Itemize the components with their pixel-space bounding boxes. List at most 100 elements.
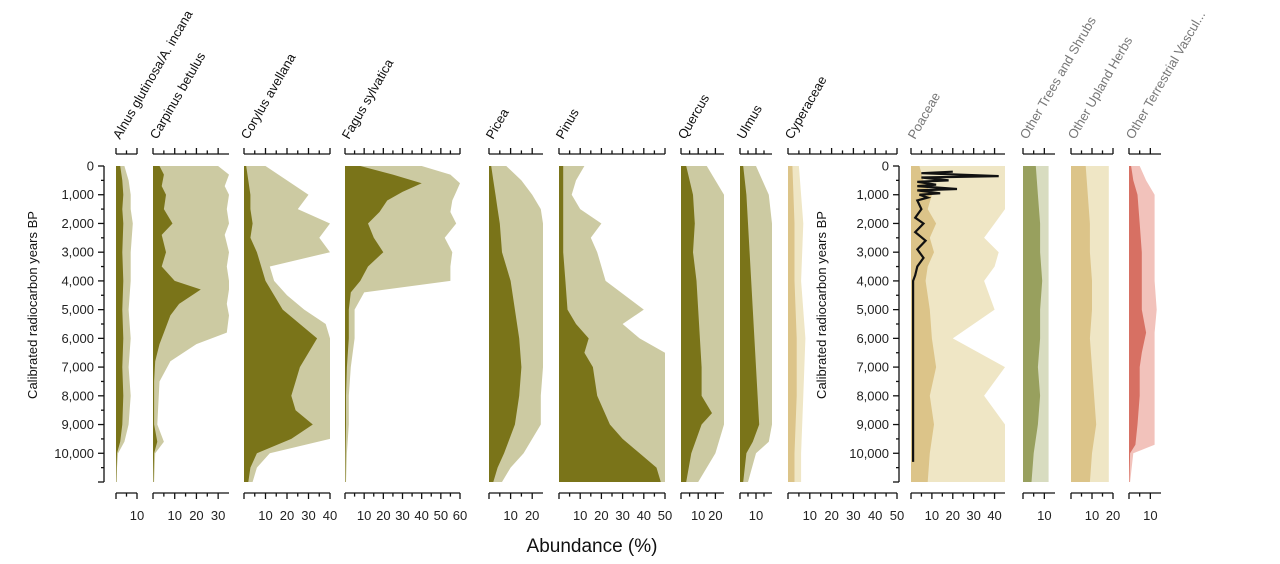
panel-3: 10 20 30 40 Corylus avellana <box>238 50 338 523</box>
y-tick-label: 10,000 <box>54 446 94 461</box>
taxon-label: Cyperaceae <box>782 73 830 141</box>
x-tick-label: 10 <box>691 508 705 523</box>
panel-8: 10 Ulmus <box>734 102 772 523</box>
y-tick-label: 0 <box>882 159 889 174</box>
panel-10: 10 20 30 40 Poaceae <box>905 90 1005 523</box>
x-tick-label: 60 <box>453 508 467 523</box>
y-tick-label: 2,000 <box>856 216 889 231</box>
x-tick-label: 20 <box>708 508 722 523</box>
panel-4: 10 20 30 40 50 60 Fagus sylvatica <box>339 56 468 523</box>
y-tick-label: 5,000 <box>61 302 94 317</box>
abundance-area <box>345 166 422 482</box>
x-tick-label: 20 <box>1106 508 1120 523</box>
exaggeration-area <box>911 166 1005 482</box>
abundance-area <box>1129 166 1147 482</box>
y-tick-label: 9,000 <box>856 417 889 432</box>
x-tick-label: 10 <box>167 508 181 523</box>
abundance-area <box>559 166 661 482</box>
exaggeration-area <box>153 166 229 482</box>
x-tick-label: 10 <box>803 508 817 523</box>
taxon-label: Fagus sylvatica <box>339 56 397 142</box>
y-tick-label: 10,000 <box>849 446 889 461</box>
abundance-area <box>911 166 937 482</box>
y-axis-title-right: Calibrated radiocarbon years BP <box>814 211 829 399</box>
abundance-area <box>740 166 760 482</box>
y-tick-label: 7,000 <box>61 360 94 375</box>
y-tick-label: 1,000 <box>61 187 94 202</box>
x-tick-label: 10 <box>1037 508 1051 523</box>
abundance-area <box>1071 166 1097 482</box>
y-tick-label: 8,000 <box>61 388 94 403</box>
abundance-area <box>489 166 522 482</box>
x-tick-label: 40 <box>323 508 337 523</box>
y-tick-label: 2,000 <box>61 216 94 231</box>
y-tick-label: 0 <box>87 159 94 174</box>
x-tick-label: 10 <box>925 508 939 523</box>
y-tick-label: 4,000 <box>61 273 94 288</box>
y-tick-label: 3,000 <box>61 245 94 260</box>
x-tick-label: 20 <box>824 508 838 523</box>
x-tick-label: 40 <box>414 508 428 523</box>
taxon-label: Pinus <box>553 105 582 141</box>
x-tick-label: 10 <box>503 508 517 523</box>
x-tick-label: 20 <box>594 508 608 523</box>
x-tick-label: 10 <box>357 508 371 523</box>
x-tick-label: 30 <box>395 508 409 523</box>
y-axis-title-left: Calibrated radiocarbon years BP <box>25 211 40 399</box>
abundance-area <box>116 166 124 482</box>
y-tick-label: 6,000 <box>856 331 889 346</box>
taxon-label: Ulmus <box>734 102 766 142</box>
y-tick-label: 6,000 <box>61 331 94 346</box>
x-tick-label: 30 <box>211 508 225 523</box>
x-tick-label: 10 <box>573 508 587 523</box>
abundance-area <box>1023 166 1043 482</box>
x-tick-label: 10 <box>749 508 763 523</box>
taxon-label: Quercus <box>675 91 713 141</box>
x-tick-label: 40 <box>637 508 651 523</box>
panel-5: 10 20 Picea <box>483 105 543 523</box>
taxon-label: Other Terrestrial Vascul... <box>1123 8 1209 141</box>
y-axis-left: 0 1,000 2,000 3,000 4,000 5,000 6,000 7,000 8,00… <box>54 159 105 483</box>
x-tick-label: 10 <box>1085 508 1099 523</box>
y-tick-label: 5,000 <box>856 302 889 317</box>
x-tick-label: 40 <box>987 508 1001 523</box>
x-tick-label: 30 <box>846 508 860 523</box>
y-tick-label: 3,000 <box>856 245 889 260</box>
abundance-area <box>244 166 318 482</box>
x-tick-label: 50 <box>890 508 904 523</box>
x-tick-label: 10 <box>1143 508 1157 523</box>
x-tick-label: 10 <box>258 508 272 523</box>
x-tick-label: 50 <box>658 508 672 523</box>
x-tick-label: 50 <box>434 508 448 523</box>
taxon-label: Poaceae <box>905 90 944 142</box>
y-tick-label: 7,000 <box>856 360 889 375</box>
x-tick-label: 20 <box>525 508 539 523</box>
panel-6: 10 20 30 40 50 Pinus <box>553 105 673 523</box>
abundance-area <box>153 166 201 482</box>
y-axis-right: 0 1,000 2,000 3,000 4,000 5,000 6,000 7,000 8,00… <box>849 159 900 483</box>
taxon-label: Corylus avellana <box>238 50 299 141</box>
abundance-area <box>681 166 712 482</box>
x-tick-label: 10 <box>130 508 144 523</box>
x-tick-label: 30 <box>301 508 315 523</box>
x-axis-title: Abundance (%) <box>527 536 658 557</box>
y-tick-label: 1,000 <box>856 187 889 202</box>
panel-7: 10 20 Quercus <box>675 91 724 523</box>
x-tick-label: 20 <box>189 508 203 523</box>
x-tick-label: 30 <box>966 508 980 523</box>
y-tick-label: 9,000 <box>61 417 94 432</box>
x-tick-label: 20 <box>280 508 294 523</box>
x-tick-label: 20 <box>946 508 960 523</box>
x-tick-label: 30 <box>615 508 629 523</box>
y-tick-label: 8,000 <box>856 388 889 403</box>
abundance-curve <box>912 170 999 462</box>
taxon-label: Picea <box>483 105 513 141</box>
x-tick-label: 40 <box>868 508 882 523</box>
y-tick-label: 4,000 <box>856 273 889 288</box>
panel-13: 10 Other Terrestrial Vascul... <box>1123 8 1209 523</box>
